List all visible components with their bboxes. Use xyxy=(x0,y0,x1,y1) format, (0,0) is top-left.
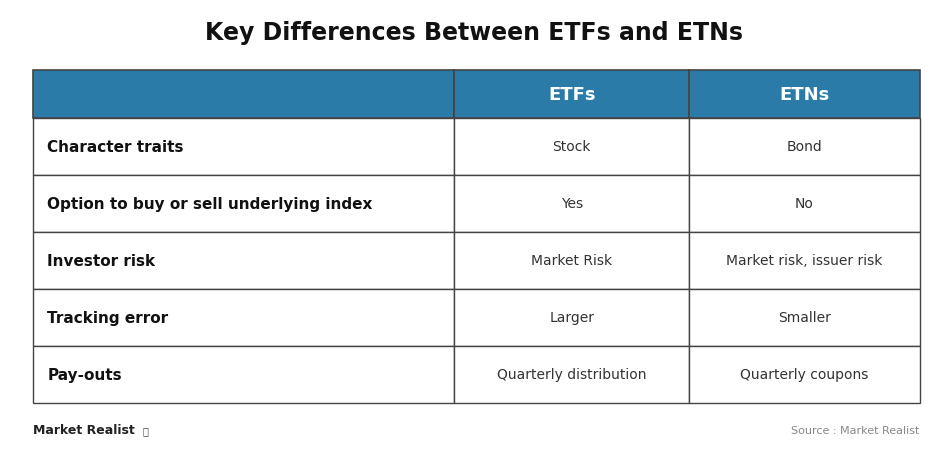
Text: Key Differences Between ETFs and ETNs: Key Differences Between ETFs and ETNs xyxy=(205,20,743,45)
Bar xyxy=(689,71,920,119)
Bar xyxy=(33,289,454,346)
Bar xyxy=(689,119,920,176)
Text: Option to buy or sell underlying index: Option to buy or sell underlying index xyxy=(47,197,373,212)
Text: ETFs: ETFs xyxy=(548,86,595,104)
Text: Smaller: Smaller xyxy=(778,310,830,324)
Bar xyxy=(33,176,454,233)
Bar xyxy=(454,233,689,289)
Text: Market Realist: Market Realist xyxy=(33,424,135,436)
Bar xyxy=(454,346,689,403)
Text: Pay-outs: Pay-outs xyxy=(47,367,122,382)
Bar xyxy=(689,176,920,233)
Bar xyxy=(33,233,454,289)
Text: Tracking error: Tracking error xyxy=(47,310,169,325)
Text: Source : Market Realist: Source : Market Realist xyxy=(792,425,920,435)
Text: ETNs: ETNs xyxy=(779,86,830,104)
Bar xyxy=(454,176,689,233)
Bar xyxy=(689,233,920,289)
Text: Yes: Yes xyxy=(560,197,583,211)
Text: Stock: Stock xyxy=(553,140,591,154)
Text: Bond: Bond xyxy=(787,140,822,154)
Text: Market risk, issuer risk: Market risk, issuer risk xyxy=(726,254,883,268)
Text: Character traits: Character traits xyxy=(47,140,184,155)
Text: Quarterly coupons: Quarterly coupons xyxy=(740,367,868,381)
Text: Investor risk: Investor risk xyxy=(47,253,155,268)
Text: Ⓠ: Ⓠ xyxy=(142,425,148,435)
Text: Market Risk: Market Risk xyxy=(531,254,612,268)
Bar xyxy=(454,71,689,119)
Text: No: No xyxy=(794,197,813,211)
Bar xyxy=(33,71,454,119)
Bar xyxy=(454,119,689,176)
Bar xyxy=(33,119,454,176)
Bar xyxy=(33,346,454,403)
Text: Quarterly distribution: Quarterly distribution xyxy=(497,367,647,381)
Bar xyxy=(689,346,920,403)
Bar xyxy=(689,289,920,346)
Text: Larger: Larger xyxy=(549,310,594,324)
Bar xyxy=(454,289,689,346)
